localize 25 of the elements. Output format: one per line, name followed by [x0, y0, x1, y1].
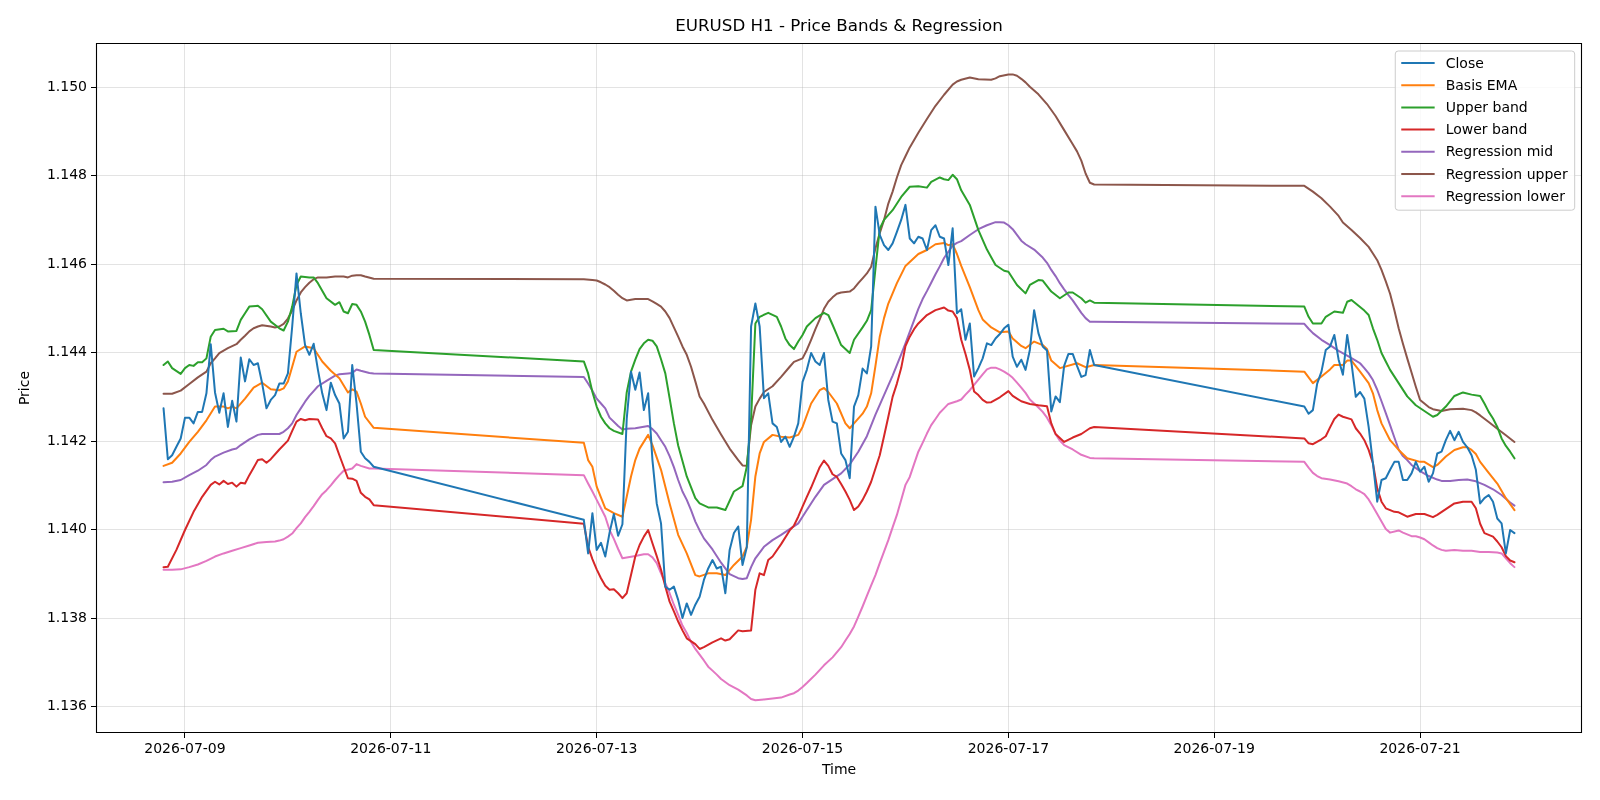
x-tick-label: 2026-07-17 [967, 740, 1050, 757]
y-axis-title: Price [16, 370, 33, 406]
y-tick-label: 1.136 [46, 697, 88, 714]
y-tick-label: 1.142 [46, 431, 87, 448]
legend-label: Regression lower [1445, 187, 1566, 204]
legend-label: Basis EMA [1445, 76, 1518, 93]
legend-label: Close [1445, 54, 1484, 71]
x-tick-label: 2026-07-15 [761, 740, 844, 757]
chart-title: EURUSD H1 - Price Bands & Regression [675, 15, 1003, 36]
legend-label: Regression mid [1445, 143, 1554, 160]
x-tick-label: 2026-07-09 [144, 740, 226, 757]
x-tick-label: 2026-07-21 [1379, 740, 1461, 757]
y-tick-label: 1.140 [46, 520, 87, 537]
x-tick-label: 2026-07-19 [1173, 740, 1255, 757]
y-tick-label: 1.138 [46, 608, 87, 625]
y-tick-label: 1.146 [46, 254, 88, 271]
y-tick-label: 1.144 [46, 343, 88, 360]
legend-label: Upper band [1445, 99, 1528, 116]
legend-label: Regression upper [1445, 165, 1568, 182]
x-axis-title: Time [820, 760, 857, 777]
y-tick-label: 1.148 [46, 166, 87, 183]
legend-label: Lower band [1445, 121, 1528, 138]
y-tick-label: 1.150 [46, 77, 87, 94]
x-tick-label: 2026-07-13 [556, 740, 638, 757]
x-tick-label: 2026-07-11 [350, 740, 432, 757]
